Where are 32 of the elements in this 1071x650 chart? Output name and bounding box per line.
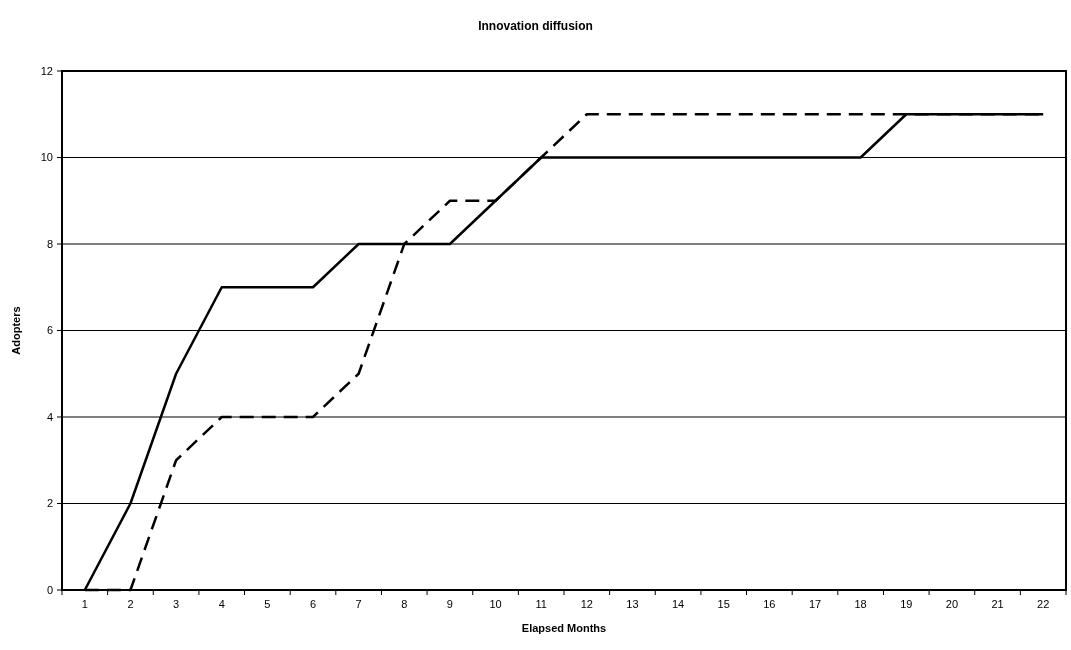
x-tick-label: 1 (81, 598, 88, 610)
x-tick-label: 6 (309, 598, 317, 610)
x-axis-title: Elapsed Months (521, 622, 607, 634)
x-tick-label: 9 (446, 598, 453, 610)
x-tick-label: 19 (900, 598, 913, 610)
x-tick-label: 4 (218, 598, 225, 610)
y-tick-label: 6 (46, 324, 53, 337)
x-tick-label: 18 (854, 598, 867, 610)
y-axis-title: Adopters (10, 306, 22, 355)
x-tick-label: 20 (945, 598, 959, 610)
y-tick-label: 4 (46, 410, 53, 423)
x-tick-label: 10 (489, 598, 502, 610)
x-tick-label: 5 (264, 598, 271, 610)
y-tick-label: 0 (46, 583, 53, 596)
y-tick-label: 2 (46, 497, 53, 510)
x-tick-label: 13 (626, 598, 639, 610)
x-tick-label: 7 (355, 598, 362, 610)
y-tick-label: 10 (40, 151, 53, 164)
x-tick-label: 12 (580, 598, 593, 610)
x-tick-label: 21 (991, 598, 1004, 610)
y-tick-label: 8 (46, 237, 53, 250)
x-tick-label: 11 (535, 598, 547, 610)
x-tick-label: 14 (671, 598, 685, 610)
x-tick-label: 17 (808, 598, 822, 610)
x-tick-label: 16 (763, 598, 776, 610)
x-tick-label: 2 (127, 598, 134, 610)
x-tick-label: 3 (173, 598, 180, 610)
chart-title: Innovation diffusion (478, 19, 593, 33)
x-tick-label: 22 (1037, 598, 1050, 610)
x-tick-label: 8 (401, 598, 408, 610)
y-tick-label: 12 (40, 64, 53, 77)
x-tick-label: 15 (717, 598, 730, 610)
